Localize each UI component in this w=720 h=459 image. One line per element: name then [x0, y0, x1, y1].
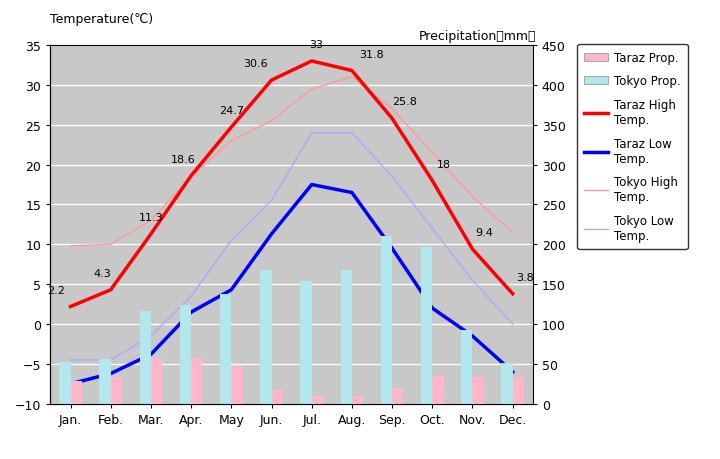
- Bar: [271, 391, 283, 404]
- Bar: [231, 367, 243, 404]
- Bar: [300, 281, 312, 404]
- Bar: [501, 364, 513, 404]
- Bar: [99, 359, 111, 404]
- Bar: [352, 396, 363, 404]
- Bar: [59, 363, 71, 404]
- Bar: [111, 377, 122, 404]
- Bar: [220, 294, 231, 404]
- Bar: [392, 388, 403, 404]
- Text: Temperature(℃): Temperature(℃): [50, 13, 153, 26]
- Bar: [472, 377, 484, 404]
- Text: 31.8: 31.8: [359, 50, 384, 59]
- Text: 4.3: 4.3: [94, 268, 112, 278]
- Bar: [421, 247, 432, 404]
- Text: 18.6: 18.6: [171, 155, 195, 164]
- Text: 11.3: 11.3: [138, 213, 163, 223]
- Text: 30.6: 30.6: [243, 59, 268, 69]
- Bar: [71, 381, 82, 404]
- Bar: [140, 311, 151, 404]
- Text: 24.7: 24.7: [219, 106, 244, 116]
- Legend: Taraz Prop., Tokyo Prop., Taraz High
Temp., Taraz Low
Temp., Tokyo High
Temp., T: Taraz Prop., Tokyo Prop., Taraz High Tem…: [577, 45, 688, 250]
- Bar: [151, 358, 162, 404]
- Bar: [341, 270, 352, 404]
- Bar: [260, 270, 271, 404]
- Bar: [462, 330, 472, 404]
- Text: 18: 18: [437, 159, 451, 169]
- Text: 33: 33: [309, 40, 323, 50]
- Text: Precipitation（mm）: Precipitation（mm）: [419, 30, 536, 43]
- Bar: [381, 237, 392, 404]
- Bar: [180, 305, 191, 404]
- Text: 2.2: 2.2: [48, 285, 66, 295]
- Bar: [513, 377, 524, 404]
- Bar: [312, 396, 323, 404]
- Bar: [191, 358, 202, 404]
- Text: 9.4: 9.4: [476, 228, 493, 238]
- Text: 3.8: 3.8: [516, 272, 534, 282]
- Bar: [432, 376, 444, 404]
- Text: 25.8: 25.8: [392, 97, 417, 107]
